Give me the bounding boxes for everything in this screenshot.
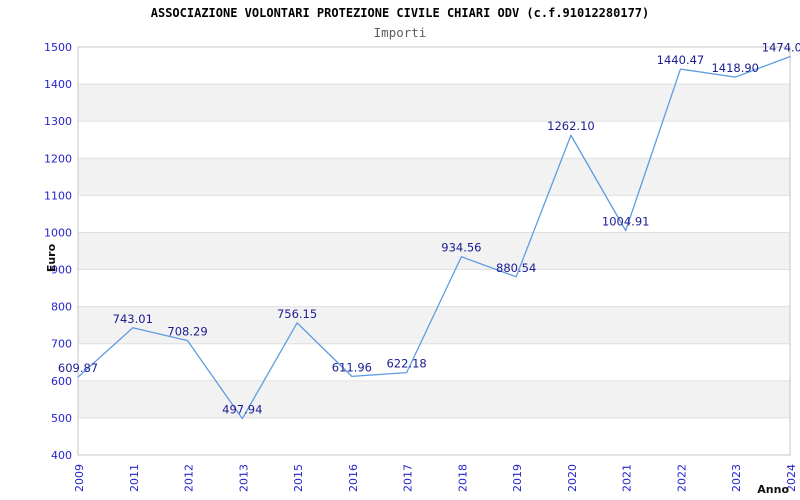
x-tick-label: 2013 — [237, 464, 250, 492]
data-point-label: 1418.90 — [711, 61, 759, 75]
x-tick-label: 2018 — [456, 464, 469, 492]
data-point-label: 1004.91 — [602, 215, 650, 229]
y-tick-label: 500 — [51, 412, 72, 425]
chart-band — [78, 232, 790, 270]
y-tick-label: 400 — [51, 449, 72, 462]
chart-band — [78, 158, 790, 196]
chart-band — [78, 84, 790, 122]
x-tick-label: 2017 — [402, 464, 415, 492]
data-point-label: 1262.10 — [547, 119, 595, 133]
data-point-label: 756.15 — [277, 307, 317, 321]
y-tick-label: 1300 — [44, 115, 72, 128]
y-tick-label: 1200 — [44, 152, 72, 165]
data-point-label: 622.18 — [386, 357, 426, 371]
data-point-label: 934.56 — [441, 241, 481, 255]
x-tick-label: 2012 — [183, 464, 196, 492]
x-axis-title: Anno — [757, 483, 789, 496]
y-tick-label: 1100 — [44, 189, 72, 202]
x-tick-label: 2009 — [73, 464, 86, 492]
y-tick-label: 1000 — [44, 226, 72, 239]
data-point-label: 880.54 — [496, 261, 536, 275]
y-tick-label: 900 — [51, 264, 72, 277]
x-tick-label: 2023 — [730, 464, 743, 492]
y-axis-title: Euro — [45, 243, 58, 272]
data-point-label: 1474.0 — [762, 41, 800, 55]
data-point-label: 497.94 — [222, 403, 262, 417]
y-tick-label: 1400 — [44, 78, 72, 91]
chart-title: ASSOCIAZIONE VOLONTARI PROTEZIONE CIVILE… — [150, 6, 650, 20]
data-point-label: 708.29 — [167, 325, 207, 339]
data-point-label: 743.01 — [113, 312, 153, 326]
x-tick-label: 2019 — [511, 464, 524, 492]
y-tick-label: 800 — [51, 301, 72, 314]
chart-subtitle: Importi — [373, 25, 427, 40]
x-tick-label: 2022 — [675, 464, 688, 492]
y-tick-label: 1500 — [44, 41, 72, 54]
y-tick-label: 600 — [51, 375, 72, 388]
x-tick-label: 2020 — [566, 464, 579, 492]
y-tick-label: 700 — [51, 338, 72, 351]
data-point-label: 1440.47 — [657, 53, 705, 67]
chart-band — [78, 380, 790, 418]
x-tick-label: 2024 — [785, 464, 798, 492]
x-tick-label: 2016 — [347, 464, 360, 492]
plot-border — [77, 46, 791, 456]
x-tick-label: 2021 — [621, 464, 634, 492]
x-tick-label: 2011 — [128, 464, 141, 492]
chart-band — [78, 306, 790, 344]
data-line — [77, 55, 791, 420]
x-tick-label: 2015 — [292, 464, 305, 492]
data-point-label: 609.87 — [58, 361, 98, 375]
data-point-label: 611.96 — [332, 360, 372, 374]
